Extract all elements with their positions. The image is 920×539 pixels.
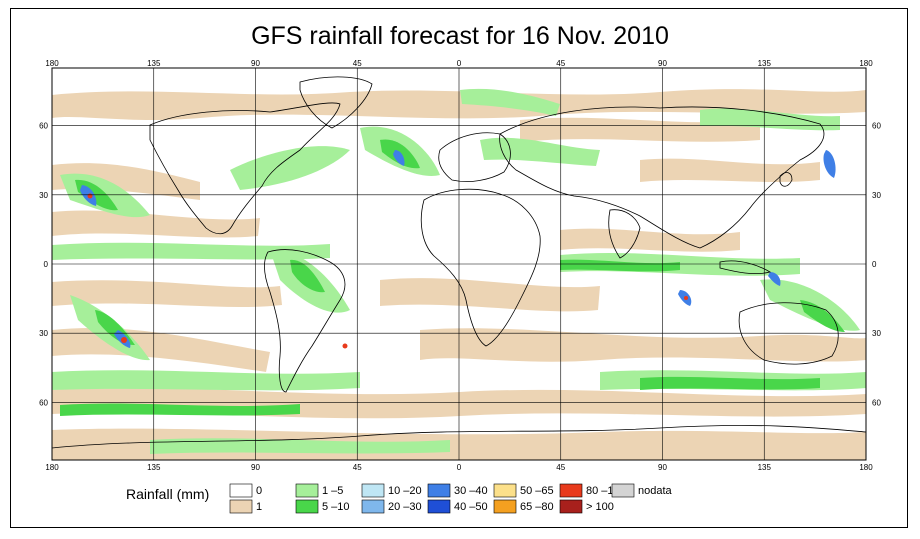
- lon-ticks-bottom: 180 135 90 45 0 45 90 135 180: [45, 463, 873, 472]
- legend-swatch: [295, 483, 319, 498]
- lat-tick-label: 60: [39, 122, 48, 131]
- lat-tick-label: 0: [872, 260, 877, 269]
- legend-swatch: [611, 483, 635, 498]
- lat-tick-label: 30: [39, 329, 48, 338]
- figure-frame: [10, 8, 908, 528]
- lat-tick-label: 60: [872, 398, 881, 407]
- legend-swatch: [229, 499, 253, 514]
- legend-swatch: [427, 499, 451, 514]
- legend-swatch: [559, 499, 583, 514]
- lat-tick-label: 60: [39, 398, 48, 407]
- legend-label: > 100: [586, 501, 614, 513]
- legend-swatch: [295, 499, 319, 514]
- rain-band-1-5: [52, 88, 866, 454]
- legend-title: Rainfall (mm): [126, 486, 209, 502]
- lon-tick-label: 135: [758, 59, 772, 68]
- legend-swatch: [493, 483, 517, 498]
- lat-tick-label: 30: [39, 191, 48, 200]
- lat-ticks-right: 60 30 0 30 60: [872, 122, 881, 408]
- lat-tick-label: 0: [44, 260, 49, 269]
- legend-label: 65 –80: [520, 501, 554, 513]
- legend-label: 40 –50: [454, 501, 488, 513]
- legend-label: 20 –30: [388, 501, 422, 513]
- legend-swatch: [229, 483, 253, 498]
- legend-label: 0: [256, 485, 262, 497]
- legend-swatch: [361, 499, 385, 514]
- lon-tick-label: 90: [251, 59, 260, 68]
- rain-band-5-10: [60, 139, 845, 416]
- lon-tick-label: 90: [251, 463, 260, 472]
- legend-swatch: [559, 483, 583, 498]
- legend-swatch: [361, 483, 385, 498]
- legend-label: 5 –10: [322, 501, 350, 513]
- legend-swatch: [427, 483, 451, 498]
- lon-tick-label: 135: [147, 463, 161, 472]
- lat-ticks-left: 60 30 0 30 60: [39, 122, 48, 408]
- legend-label: 10 –20: [388, 485, 422, 497]
- lon-tick-label: 90: [658, 59, 667, 68]
- lon-ticks-top: 180 135 90 45 0 45 90 135 180: [45, 59, 873, 68]
- graticule: [52, 68, 866, 460]
- lon-tick-label: 180: [45, 463, 59, 472]
- legend-label: nodata: [638, 485, 673, 497]
- legend-label: 1: [256, 501, 262, 513]
- lat-tick-label: 60: [872, 122, 881, 131]
- coastlines: [52, 76, 866, 449]
- lat-tick-label: 30: [872, 329, 881, 338]
- map-title: GFS rainfall forecast for 16 Nov. 2010: [251, 22, 669, 50]
- lon-tick-label: 90: [658, 463, 667, 472]
- lon-tick-label: 135: [147, 59, 161, 68]
- legend-label: 1 –5: [322, 485, 343, 497]
- lat-tick-label: 30: [872, 191, 881, 200]
- legend-swatch: [493, 499, 517, 514]
- legend-label: 30 –40: [454, 485, 488, 497]
- lon-tick-label: 45: [556, 463, 565, 472]
- lon-tick-label: 180: [859, 59, 873, 68]
- lon-tick-label: 0: [457, 59, 462, 68]
- lon-tick-label: 45: [556, 59, 565, 68]
- rain-band-heavy: [80, 150, 836, 348]
- lon-tick-label: 180: [45, 59, 59, 68]
- lon-tick-label: 180: [859, 463, 873, 472]
- lon-tick-label: 45: [353, 463, 362, 472]
- legend-label: 50 –65: [520, 485, 554, 497]
- map-border: [51, 67, 867, 461]
- legend: 0 1 1 –5 5 –10 10 –20 20 –30 30 –40 40 –50 50 –6…: [229, 483, 673, 514]
- lon-tick-label: 135: [758, 463, 772, 472]
- lon-tick-label: 45: [353, 59, 362, 68]
- lon-tick-label: 0: [457, 463, 462, 472]
